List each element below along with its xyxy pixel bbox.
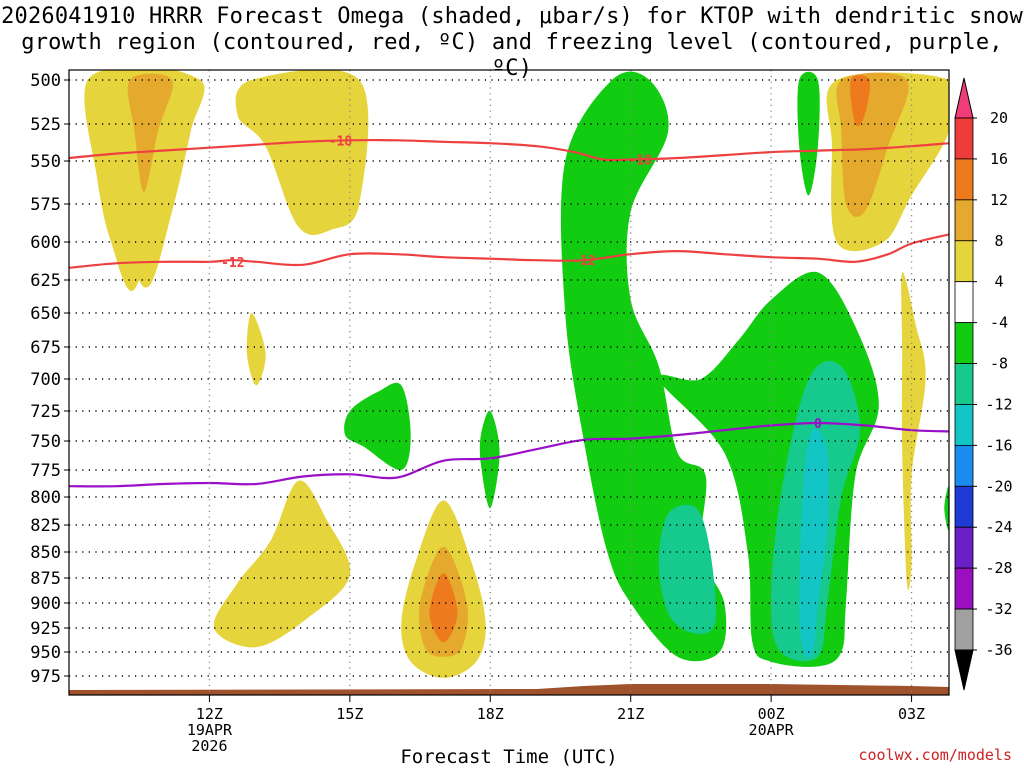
colorbar-label--12: -12 [985,395,1012,413]
omega-region-up-12h [429,572,458,643]
colorbar-box-12 [954,608,974,651]
x-tick-date-00Z: 20APR [749,721,795,739]
colorbar-label--32: -32 [985,600,1012,618]
omega-region-dn-4d [344,382,411,471]
y-tick-label-800: 800 [30,488,61,508]
colorbar-box-1 [954,158,974,201]
colorbar-label--4: -4 [990,314,1008,332]
x-axis-title: Forecast Time (UTC) [400,746,617,768]
y-tick-label-825: 825 [30,516,61,536]
dgz-contour--18 [69,138,949,162]
colorbar-box-8 [954,444,974,487]
y-tick-label-525: 525 [30,115,61,135]
omega-region-dn-4c [797,71,820,196]
omega-region-up-4g [213,480,351,648]
x-tick-label-18Z: 18Z [477,705,504,723]
y-tick-label-775: 775 [30,461,61,481]
chart-title-line1: 2026041910 HRRR Forecast Omega (shaded, … [1,4,1023,29]
colorbar-box-11 [954,567,974,610]
y-tick-label-850: 850 [30,543,61,563]
y-tick-label-750: 750 [30,432,61,452]
x-tick-label-03Z: 03Z [898,705,925,723]
colorbar-label-8: 8 [994,232,1003,250]
colorbar-label--8: -8 [990,355,1008,373]
colorbar-top-arrow [954,77,974,119]
plot-frame [68,69,950,696]
colorbar-label-20: 20 [990,109,1008,127]
colorbar-label-16: 16 [990,150,1008,168]
omega-region-dn-8a [658,504,717,635]
x-tick-label-15Z: 15Z [336,705,363,723]
colorbar-label-4: 4 [994,273,1003,291]
ground-terrain [69,684,949,695]
y-tick-label-925: 925 [30,619,61,639]
contour-label-3: -12 [572,254,595,269]
omega-region-up-8a [127,73,173,192]
x-tick-date-12Z: 19APR [187,721,233,739]
x-tick-label-00Z: 00Z [758,705,785,723]
y-tick-label-950: 950 [30,643,61,663]
contour-label-2: -12 [221,256,244,271]
y-tick-label-725: 725 [30,402,61,422]
colorbar-bottom-arrow [954,649,974,691]
colorbar-label--28: -28 [985,559,1012,577]
colorbar-box-6 [954,363,974,405]
colorbar-box-9 [954,485,974,528]
credit-text: coolwx.com/models [858,746,1012,764]
y-tick-label-700: 700 [30,370,61,390]
contour-label-4: 0 [814,417,822,432]
colorbar-box-0 [954,117,974,160]
contour-label-1: -18 [628,154,652,169]
y-tick-label-500: 500 [30,71,61,91]
colorbar-box-2 [954,199,974,242]
omega-region-up-4f [246,313,266,386]
y-tick-label-975: 975 [30,667,61,687]
chart-title-line2: growth region (contoured, red, ºC) and f… [21,30,1003,81]
colorbar-box-7 [954,404,974,446]
colorbar-label-12: 12 [990,191,1008,209]
colorbar-label--36: -36 [985,641,1012,659]
dgz-contour--12 [69,233,949,269]
omega-region-up-4b [235,70,369,235]
colorbar-label--16: -16 [985,436,1012,454]
x-tick-label-12Z: 12Z [196,705,223,723]
y-tick-label-550: 550 [30,152,61,172]
x-tick-year-12Z: 2026 [191,737,227,755]
y-tick-label-675: 675 [30,338,61,358]
x-tick-label-21Z: 21Z [617,705,644,723]
colorbar-box-4 [954,281,974,324]
y-tick-label-625: 625 [30,271,61,291]
y-tick-label-900: 900 [30,594,61,614]
freezing-level-line [69,421,949,488]
y-tick-label-575: 575 [30,195,61,215]
colorbar-label--24: -24 [985,518,1012,536]
colorbar-box-5 [954,322,974,364]
y-tick-label-650: 650 [30,304,61,324]
omega-region-up-12b [850,75,871,127]
y-tick-label-875: 875 [30,569,61,589]
y-tick-label-600: 600 [30,233,61,253]
contour-label-0: -18 [329,134,353,149]
colorbar-label--20: -20 [985,477,1012,495]
colorbar-box-10 [954,526,974,569]
colorbar-box-3 [954,240,974,283]
omega-region-dn-12b [799,428,829,659]
